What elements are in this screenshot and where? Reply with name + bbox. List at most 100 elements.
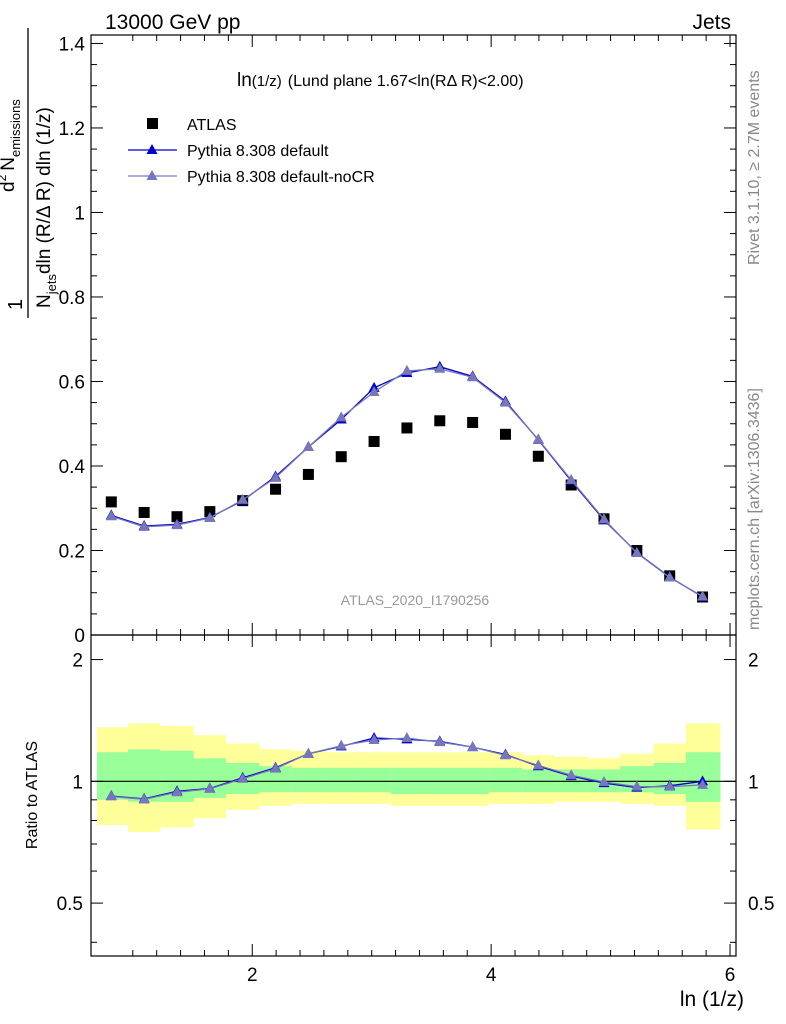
x-axis-label: ln (1/z) [680,988,744,1011]
data-point-nocr [302,440,314,451]
legend: ATLAS Pythia 8.308 default Pythia 8.308 … [128,117,375,186]
y-tick-label: 0.4 [59,457,86,478]
y-tick-label: 0.8 [59,288,85,309]
data-point-atlas [499,428,511,440]
data-point-nocr [499,396,511,407]
y-tick-label: 1.4 [59,34,86,55]
band-inner-bin [291,767,326,793]
ratio-point-nocr [532,759,544,770]
main-ylabel: 1 d2 Nemissions Njetsdln (R/Δ R) dln (1/z… [0,28,59,318]
x-tick-label: 4 [486,965,497,986]
panel-title-rest: (Lund plane 1.67<ln(RΔ R)<2.00) [288,73,524,90]
process-label: Jets [692,11,731,34]
rivet-label: Rivet 3.1.10, ≥ 2.7M events [746,70,763,265]
ratio-point-nocr [368,734,380,745]
main-series [105,360,709,603]
ratio-y-tick-label-right: 0.5 [748,894,774,915]
ratio-series [105,731,709,804]
mcplots-label: mcplots.cern.ch [arXiv:1306.3436] [746,388,763,630]
ratio-point-nocr [697,778,709,789]
data-point-nocr [204,511,216,522]
main-ticks [91,35,736,636]
panel-title-sub: (1/z) [252,73,282,90]
x-tick-label: 6 [725,965,736,986]
ratio-point-nocr [302,747,314,758]
legend-marker-default [146,144,158,154]
ylabel-num-N: N [0,157,19,171]
data-point-atlas [467,416,479,428]
data-point-nocr [105,510,117,521]
data-point-nocr [565,473,577,484]
data-point-atlas [138,506,150,518]
band-inner-bin [325,767,358,793]
y-tick-label: 0 [74,626,85,647]
ylabel-one: 1 [5,299,27,310]
data-point-nocr [368,386,380,397]
legend-marker-atlas [147,118,158,129]
data-point-nocr [598,513,610,524]
data-point-nocr [401,364,413,375]
data-point-atlas [171,511,183,523]
data-point-atlas [368,435,380,447]
ratio-y-tick-label: 1 [72,772,83,793]
ratio-point-nocr [138,793,150,804]
beam-label: 13000 GeV pp [105,11,240,34]
ylabel-den-jets: jets [44,274,59,296]
data-point-atlas [565,479,577,491]
ratio-point-nocr [664,780,676,791]
data-point-nocr [467,371,479,382]
ratio-point-nocr [270,762,282,773]
y-tick-label: 1.2 [59,119,85,140]
data-point-atlas [105,496,117,508]
data-point-atlas [532,450,544,462]
series-line-nocr [111,368,703,598]
ratio-y-tick-label: 0.5 [57,894,83,915]
svg-text:Njetsdln (R/Δ R) dln (1/z): Njetsdln (R/Δ R) dln (1/z) [34,107,59,308]
ratio-point-nocr [631,780,643,791]
ylabel-den-rest: dln (R/Δ R) dln (1/z) [34,107,55,274]
data-point-nocr [335,411,347,422]
main-ytick-labels: 0 0.2 0.4 0.6 0.8 1 1.2 1.4 [59,34,86,647]
ratio-point-nocr [335,739,347,750]
data-point-nocr [237,493,249,504]
data-point-atlas [270,483,282,495]
ratio-point-nocr [565,769,577,780]
data-point-nocr [664,571,676,582]
data-point-nocr [434,362,446,373]
data-point-atlas [401,422,413,434]
ylabel-num-emissions: emissions [8,99,23,157]
panel-title-main: ln [237,70,252,91]
data-point-atlas [302,468,314,480]
legend-marker-nocr [146,170,158,180]
ratio-frame [90,634,737,957]
ylabel-num-d: d [0,181,19,192]
data-point-nocr [697,590,709,601]
ratio-point-nocr [598,776,610,787]
svg-text:d2Nemissions: d2 Nemissions [0,99,23,192]
legend-label-atlas: ATLAS [187,117,237,134]
ratio-point-nocr [499,749,511,760]
x-tick-label: 2 [247,965,258,986]
ratio-y-tick-label-right: 2 [748,651,759,672]
ratio-point-nocr [434,736,446,747]
data-point-nocr [270,471,282,482]
ratio-y-tick-label: 2 [72,651,83,672]
ratio-tick-labels: 0.5 0.5 1 1 2 2 2 4 6 [57,651,775,986]
data-point-nocr [631,547,643,558]
data-point-nocr [171,519,183,530]
data-point-nocr [138,520,150,531]
data-point-atlas [335,451,347,463]
ratio-y-tick-label-right: 1 [748,772,759,793]
legend-label-nocr: Pythia 8.308 default-noCR [187,169,375,186]
y-tick-label: 1 [74,203,85,224]
ratio-point-nocr [237,772,249,783]
ratio-panel: 0.5 0.5 1 1 2 2 2 4 6 Ratio to ATLAS ln (1/z) [24,634,775,1011]
series-line-default [111,366,703,598]
legend-label-default: Pythia 8.308 default [187,143,329,160]
data-point-nocr [532,433,544,444]
band-inner-bin [357,767,391,793]
analysis-watermark: ATLAS_2020_I1790256 [341,592,490,608]
ratio-point-nocr [401,731,413,742]
band-inner-bin [488,767,523,793]
